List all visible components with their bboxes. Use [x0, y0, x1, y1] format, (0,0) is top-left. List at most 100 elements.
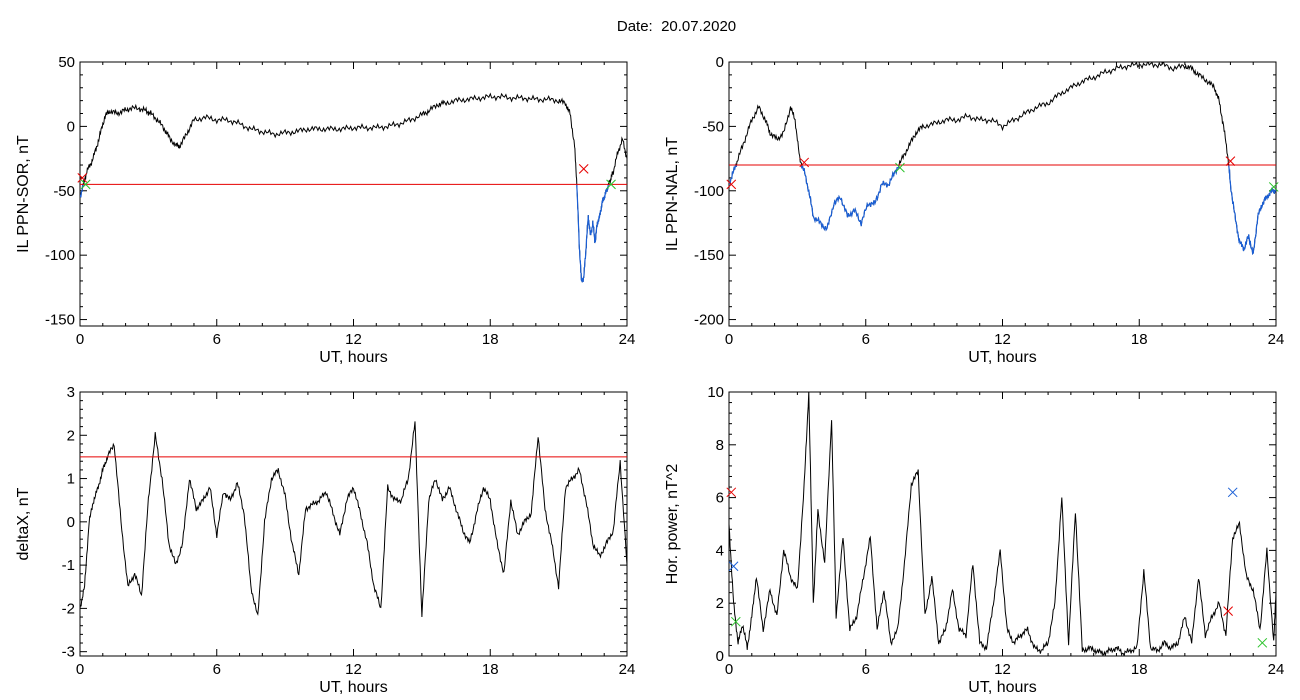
y-tick-label: 0	[67, 118, 75, 135]
event-marker-green	[1257, 637, 1268, 648]
y-tick-label: -2	[62, 600, 75, 617]
marker-stroke	[726, 487, 737, 498]
y-axis-label: IL PPN-NAL, nT	[664, 137, 681, 251]
x-tick-label: 18	[1131, 661, 1148, 678]
x-tick-label: 6	[862, 661, 870, 678]
y-tick-label: -100	[694, 183, 724, 200]
y-tick-label: 4	[716, 542, 724, 559]
x-tick-label: 0	[76, 661, 84, 678]
plot-frame	[79, 391, 628, 657]
y-tick-label: -50	[53, 183, 75, 200]
x-tick-label: 18	[1131, 331, 1148, 348]
y-tick-label: 8	[716, 437, 724, 454]
plot-frame	[79, 61, 628, 327]
x-tick-label: 12	[345, 661, 362, 678]
marker-stroke	[1227, 487, 1238, 498]
event-marker-blue	[1227, 487, 1238, 498]
plot-area	[729, 62, 1276, 256]
x-tick-label: 6	[862, 331, 870, 348]
marker-stroke	[799, 157, 810, 168]
marker-stroke	[578, 164, 589, 174]
marker-stroke	[1223, 606, 1233, 616]
y-tick-label: 10	[707, 384, 724, 401]
y-tick-label: 0	[67, 514, 75, 531]
x-tick-label: 24	[619, 331, 636, 348]
date-label: Date:	[616, 18, 653, 35]
y-tick-label: 2	[716, 595, 724, 612]
x-tick-label: 24	[619, 661, 636, 678]
series-line-0	[80, 92, 627, 283]
event-marker-green	[730, 616, 741, 627]
marker-stroke	[80, 179, 91, 190]
x-tick-label: 6	[213, 661, 221, 678]
plot-area	[80, 92, 627, 283]
y-tick-label: 6	[716, 490, 724, 507]
event-marker-red	[1225, 156, 1236, 167]
x-tick-label: 12	[994, 331, 1011, 348]
y-tick-label: -150	[45, 312, 75, 329]
marker-stroke	[77, 173, 88, 183]
marker-stroke	[1257, 637, 1268, 648]
x-tick-label: 18	[482, 661, 499, 678]
marker-stroke	[726, 179, 737, 190]
y-tick-label: -150	[694, 247, 724, 264]
date-header: Date: 20.07.2020	[0, 18, 1300, 35]
marker-stroke	[895, 162, 905, 173]
y-tick-label: 50	[58, 54, 75, 71]
event-marker-red	[726, 179, 737, 190]
series-line-0	[729, 62, 1276, 255]
event-marker-red	[77, 173, 88, 183]
chart-il-ppn-nal: 0 6 12 18 24 -200 -150 -100 -50 0 UT, hours IL PPN-…	[664, 54, 1284, 366]
event-marker-blue	[728, 561, 739, 572]
y-tick-label: -1	[62, 557, 75, 574]
y-axis-label: IL PPN-SOR, nT	[15, 135, 32, 253]
x-axis-label: UT, hours	[968, 679, 1036, 696]
x-tick-label: 12	[345, 331, 362, 348]
x-tick-label: 24	[1268, 661, 1285, 678]
marker-stroke	[1225, 156, 1236, 167]
y-tick-label: -100	[45, 247, 75, 264]
x-tick-label: 6	[213, 331, 221, 348]
plot-area	[80, 421, 627, 618]
marker-stroke	[728, 561, 739, 572]
date-value: 20.07.2020	[661, 18, 737, 35]
chart-il-ppn-sor: 0 6 12 18 24 -150 -100 -50 0 50 UT, hours IL PPN-SO…	[15, 54, 635, 366]
event-marker-red	[578, 164, 589, 174]
plot-area	[729, 392, 1276, 656]
y-tick-label: 3	[67, 384, 75, 401]
x-axis-label: UT, hours	[319, 679, 387, 696]
series-below-threshold	[729, 165, 1276, 256]
y-tick-label: -50	[702, 118, 724, 135]
event-marker-green	[606, 179, 616, 190]
event-marker-green	[895, 162, 905, 173]
x-tick-label: 18	[482, 331, 499, 348]
event-marker-green	[1268, 182, 1279, 192]
y-tick-label: -200	[694, 312, 724, 329]
below-threshold-group	[729, 165, 1276, 256]
x-tick-label: 12	[994, 661, 1011, 678]
series-below-threshold	[80, 184, 610, 283]
y-axis-label: deltaX, nT	[15, 487, 32, 560]
below-threshold-group	[80, 184, 610, 283]
event-marker-red	[726, 487, 737, 498]
marker-stroke	[606, 179, 616, 190]
plot-frame	[728, 61, 1277, 327]
y-tick-label: 0	[716, 648, 724, 665]
y-tick-label: -3	[62, 644, 75, 661]
series-line-0	[80, 421, 627, 618]
event-marker-red	[799, 157, 810, 168]
x-tick-label: 0	[725, 661, 733, 678]
x-tick-label: 24	[1268, 331, 1285, 348]
series-line-0	[729, 392, 1276, 656]
marker-stroke	[730, 616, 741, 627]
x-axis-label: UT, hours	[319, 349, 387, 366]
x-tick-label: 0	[76, 331, 84, 348]
x-tick-label: 0	[725, 331, 733, 348]
event-marker-red	[1223, 606, 1233, 616]
x-axis-label: UT, hours	[968, 349, 1036, 366]
y-tick-label: 2	[67, 427, 75, 444]
y-tick-label: 1	[67, 471, 75, 488]
